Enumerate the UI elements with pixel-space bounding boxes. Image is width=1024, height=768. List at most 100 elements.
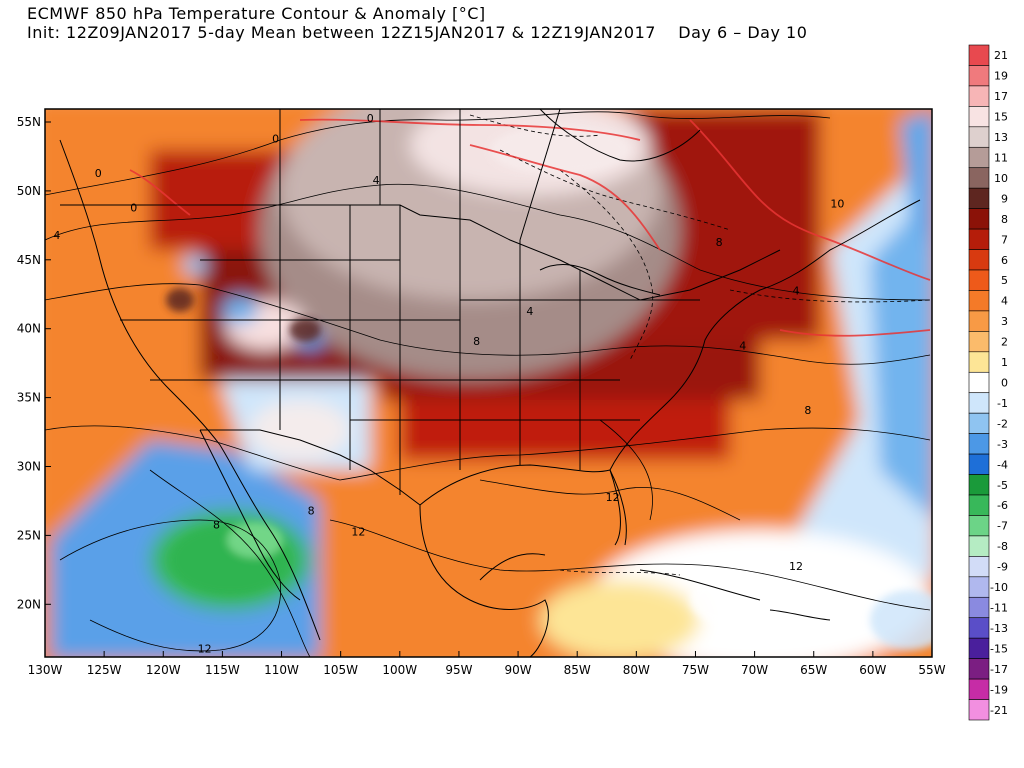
map-plot-area (44, 108, 933, 658)
colorbar-label: -6 (997, 499, 1008, 512)
colorbar-swatch (968, 228, 990, 250)
colorbar-swatch (968, 126, 990, 148)
contour-label: 8 (213, 519, 220, 532)
lat-tick-label: 40N (17, 322, 41, 336)
zero-isotherm (129, 118, 931, 337)
chart-title: ECMWF 850 hPa Temperature Contour & Anom… (27, 4, 486, 23)
lat-tick-label: 50N (17, 184, 41, 198)
contour-label: 4 (373, 174, 380, 187)
colorbar-swatch (968, 556, 990, 578)
colorbar-swatch (968, 658, 990, 680)
colorbar-label: 5 (1001, 274, 1008, 287)
colorbar-label: -17 (990, 663, 1008, 676)
lon-tick-label: 55W (918, 663, 945, 677)
contour-labels: 0 0 0 0 4 4 4 4 4 8 8 8 8 8 10 12 12 12 12 (53, 112, 844, 656)
colorbar-label: 2 (1001, 336, 1008, 349)
chart-subtitle: Init: 12Z09JAN2017 5-day Mean between 12… (27, 23, 808, 42)
axis-ticks: 130W 125W 120W 115W 110W 105W 100W 95W 90W 85W 80W… (17, 115, 946, 677)
colorbar-swatch (968, 392, 990, 414)
contour-label: 4 (739, 339, 746, 352)
contour-label: 0 (95, 167, 102, 180)
lat-tick-label: 55N (17, 115, 41, 129)
lon-tick-label: 75W (682, 663, 709, 677)
colorbar-label: -8 (997, 540, 1008, 553)
colorbar-label: -1 (997, 397, 1008, 410)
contour-label: 12 (351, 525, 365, 538)
colorbar-label: 10 (994, 172, 1008, 185)
colorbar-swatch (968, 617, 990, 639)
lon-tick-label: 105W (323, 663, 358, 677)
colorbar: 211917151311109876543210-1-2-3-4-5-6-7-8… (968, 44, 1008, 721)
colorbar-label: 21 (994, 49, 1008, 62)
colorbar-swatch (968, 637, 990, 659)
map-frame (44, 108, 933, 658)
lon-tick-label: 60W (859, 663, 886, 677)
colorbar-swatch (968, 269, 990, 291)
contour-label: 8 (473, 335, 480, 348)
colorbar-swatch (968, 65, 990, 87)
lat-tick-label: 30N (17, 460, 41, 474)
colorbar-swatch (968, 208, 990, 230)
colorbar-label: 8 (1001, 213, 1008, 226)
colorbar-swatch (968, 351, 990, 373)
lon-tick-label: 125W (87, 663, 122, 677)
colorbar-swatch (968, 146, 990, 169)
colorbar-label: 1 (1001, 356, 1008, 369)
lon-tick-label: 85W (564, 663, 591, 677)
lat-tick-label: 35N (17, 391, 41, 405)
lon-tick-label: 90W (504, 663, 531, 677)
contour-label: 8 (804, 404, 811, 417)
contour-label: 8 (308, 505, 315, 518)
lon-tick-label: 65W (800, 663, 827, 677)
colorbar-swatch (968, 494, 990, 516)
colorbar-swatch (968, 310, 990, 332)
contour-label: 4 (526, 305, 533, 318)
contour-label: 8 (716, 236, 723, 249)
colorbar-label: -11 (990, 602, 1008, 615)
colorbar-label: 11 (994, 152, 1008, 165)
colorbar-label: 0 (1001, 377, 1008, 390)
contour-label: 0 (130, 202, 137, 215)
lon-tick-label: 95W (445, 663, 472, 677)
colorbar-label: -19 (990, 683, 1008, 696)
colorbar-label: -2 (997, 417, 1008, 430)
colorbar-label: 6 (1001, 254, 1008, 267)
colorbar-swatch (968, 535, 990, 557)
contour-label: 4 (792, 284, 799, 297)
colorbar-swatch (968, 678, 990, 700)
colorbar-label: -3 (997, 438, 1008, 451)
colorbar-swatch (968, 371, 990, 394)
colorbar-swatch (968, 474, 990, 496)
colorbar-swatch (968, 576, 990, 598)
colorbar-label: 3 (1001, 315, 1008, 328)
negative-contours (469, 114, 931, 576)
lat-tick-label: 45N (17, 253, 41, 267)
lat-tick-label: 20N (17, 597, 41, 611)
colorbar-swatch (968, 167, 990, 189)
colorbar-label: -15 (990, 642, 1008, 655)
colorbar-label: 15 (994, 111, 1008, 124)
contour-label: 12 (198, 643, 212, 656)
colorbar-label: -13 (990, 622, 1008, 635)
colorbar-swatch (968, 290, 990, 312)
temperature-contours (45, 111, 931, 657)
colorbar-swatch (968, 433, 990, 455)
colorbar-swatch (968, 187, 990, 209)
contour-label: 0 (367, 112, 374, 125)
colorbar-label: 19 (994, 70, 1008, 83)
colorbar-label: -10 (990, 581, 1008, 594)
colorbar-label: -21 (990, 704, 1008, 717)
colorbar-swatch (968, 515, 990, 537)
contour-label: 12 (789, 560, 803, 573)
colorbar-label: -9 (997, 561, 1008, 574)
colorbar-swatch (968, 106, 990, 128)
colorbar-swatch (968, 412, 990, 434)
contour-label: 12 (606, 491, 620, 504)
colorbar-label: -5 (997, 479, 1008, 492)
colorbar-label: 9 (1001, 192, 1008, 205)
colorbar-label: -4 (997, 458, 1008, 471)
colorbar-swatch (968, 699, 990, 721)
colorbar-swatch (968, 85, 990, 107)
colorbar-swatch (968, 331, 990, 353)
